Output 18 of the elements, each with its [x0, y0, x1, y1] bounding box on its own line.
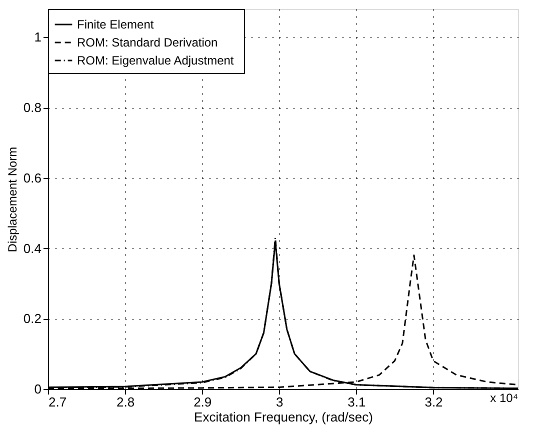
text: x 10⁴: [490, 391, 518, 405]
y-tick-label: 0.8: [23, 100, 42, 116]
x-tick-label: 3.1: [348, 394, 366, 410]
y-tick-label: 1: [34, 30, 42, 45]
legend-label: ROM: Standard Derivation: [77, 36, 218, 50]
x-tick-label: 3: [276, 394, 284, 410]
y-tick-label: 0.2: [23, 311, 42, 326]
x-axis-title: Excitation Frequency, (rad/sec): [194, 410, 373, 424]
y-axis-title: Displacement Norm: [5, 146, 20, 252]
x-tick-label: 2.7: [48, 394, 67, 410]
legend-label: Finite Element: [77, 18, 154, 32]
x-tick-label: 2.8: [116, 394, 135, 410]
y-tick-label: 0.4: [23, 240, 42, 256]
legend-label: ROM: Eigenvalue Adjustment: [77, 54, 234, 68]
x-tick-label: 2.9: [194, 394, 212, 410]
x-tick-label: 3.2: [424, 394, 443, 410]
y-tick-label: 0.6: [23, 170, 42, 186]
y-tick-label: 0: [34, 382, 42, 396]
